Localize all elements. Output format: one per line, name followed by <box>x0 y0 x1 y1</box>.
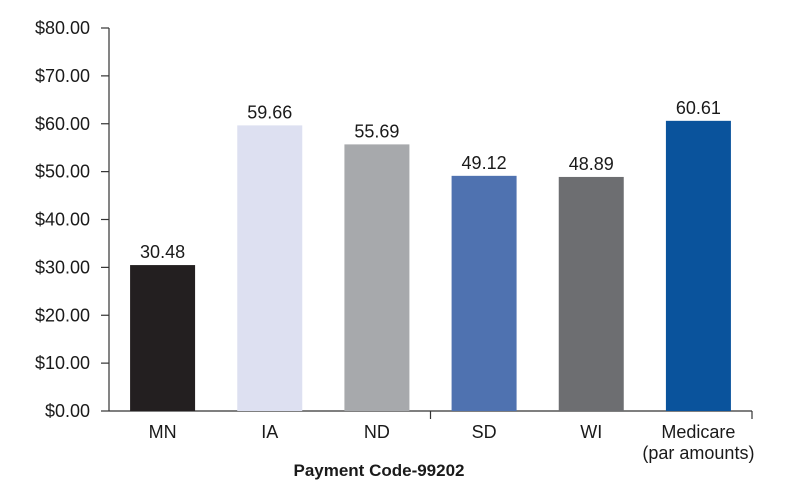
bar-mn <box>130 265 196 411</box>
category-label: ND <box>364 422 390 442</box>
y-tick-label: $30.00 <box>35 257 90 277</box>
category-label: IA <box>261 422 278 442</box>
bar-wi <box>558 176 624 411</box>
data-labels: 30.48 59.66 55.69 49.12 48.89 60.61 <box>140 98 721 262</box>
y-tick-label: $70.00 <box>35 66 90 86</box>
category-label: Medicare <box>661 422 735 442</box>
y-tick-label: $80.00 <box>35 18 90 38</box>
data-label: 49.12 <box>462 153 507 173</box>
category-label: MN <box>149 422 177 442</box>
category-label: WI <box>580 422 602 442</box>
data-label: 60.61 <box>676 98 721 118</box>
x-axis-title: Payment Code-99202 <box>293 461 464 480</box>
y-tick-label: $20.00 <box>35 305 90 325</box>
bar-sd <box>451 175 517 411</box>
x-axis <box>109 410 753 419</box>
y-tick-label: $60.00 <box>35 114 90 134</box>
data-label: 59.66 <box>247 102 292 122</box>
y-tick-label: $50.00 <box>35 162 90 182</box>
data-label: 30.48 <box>140 242 185 262</box>
y-tick-label: $0.00 <box>45 401 90 421</box>
y-tick-label: $10.00 <box>35 353 90 373</box>
bar-ia <box>237 125 303 411</box>
bars <box>130 120 731 412</box>
category-labels: MN IA ND SD WI Medicare(par amounts) <box>149 422 755 463</box>
bar-nd <box>344 144 410 411</box>
data-label: 48.89 <box>569 154 614 174</box>
y-axis: $0.00 $10.00 $20.00 $30.00 $40.00 $50.00 $60.0… <box>35 18 110 421</box>
category-label: SD <box>472 422 497 442</box>
data-label: 55.69 <box>354 121 399 141</box>
category-sublabel: (par amounts) <box>642 443 754 463</box>
y-tick-label: $40.00 <box>35 210 90 230</box>
bar-medicare <box>665 120 731 412</box>
